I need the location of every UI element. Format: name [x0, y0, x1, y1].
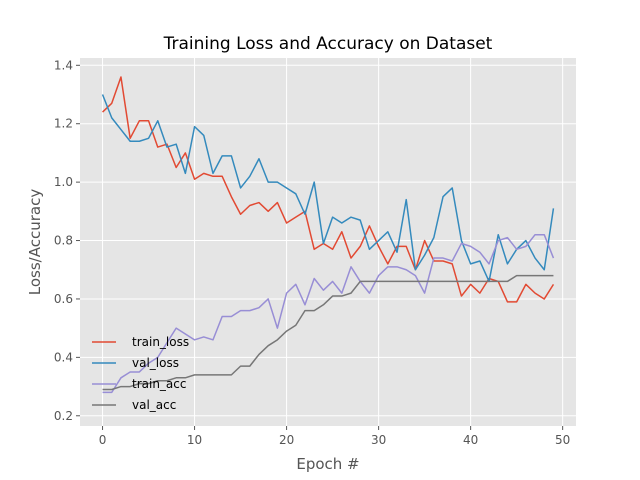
y-tick-label: 1.0 [54, 175, 73, 189]
x-tick-label: 30 [371, 433, 386, 447]
x-axis-label: Epoch # [296, 455, 359, 473]
legend-label-val-acc: val_acc [132, 398, 176, 412]
legend-label-val-loss: val_loss [132, 356, 179, 370]
ticks: 0 10 20 30 40 50 0.2 0.4 0.6 0.8 1.0 1.2 1.4 [54, 58, 570, 447]
legend-label-train-acc: train_acc [132, 377, 186, 391]
x-tick-label: 40 [463, 433, 478, 447]
y-axis-label: Loss/Accuracy [26, 189, 44, 296]
series-line-val-acc [102, 274, 554, 391]
legend: train_loss val_loss train_acc val_acc [92, 335, 189, 412]
plot-background [80, 58, 576, 426]
x-tick-label: 0 [99, 433, 107, 447]
x-tick-label: 20 [279, 433, 294, 447]
legend-label-train-loss: train_loss [132, 335, 189, 349]
y-tick-label: 0.8 [54, 234, 73, 248]
y-tick-label: 0.4 [54, 350, 73, 364]
y-tick-label: 0.2 [54, 409, 73, 423]
grid [80, 58, 576, 426]
series-line-val-loss [101, 94, 555, 283]
series-line-train-loss [102, 76, 555, 303]
x-tick-label: 10 [187, 433, 202, 447]
y-tick-label: 1.2 [54, 117, 73, 131]
x-tick-label: 50 [555, 433, 570, 447]
chart-title: Training Loss and Accuracy on Dataset [163, 34, 493, 54]
series-line-train-acc [102, 233, 555, 394]
y-tick-label: 1.4 [54, 58, 73, 72]
series-group [101, 76, 555, 394]
y-tick-label: 0.6 [54, 292, 73, 306]
